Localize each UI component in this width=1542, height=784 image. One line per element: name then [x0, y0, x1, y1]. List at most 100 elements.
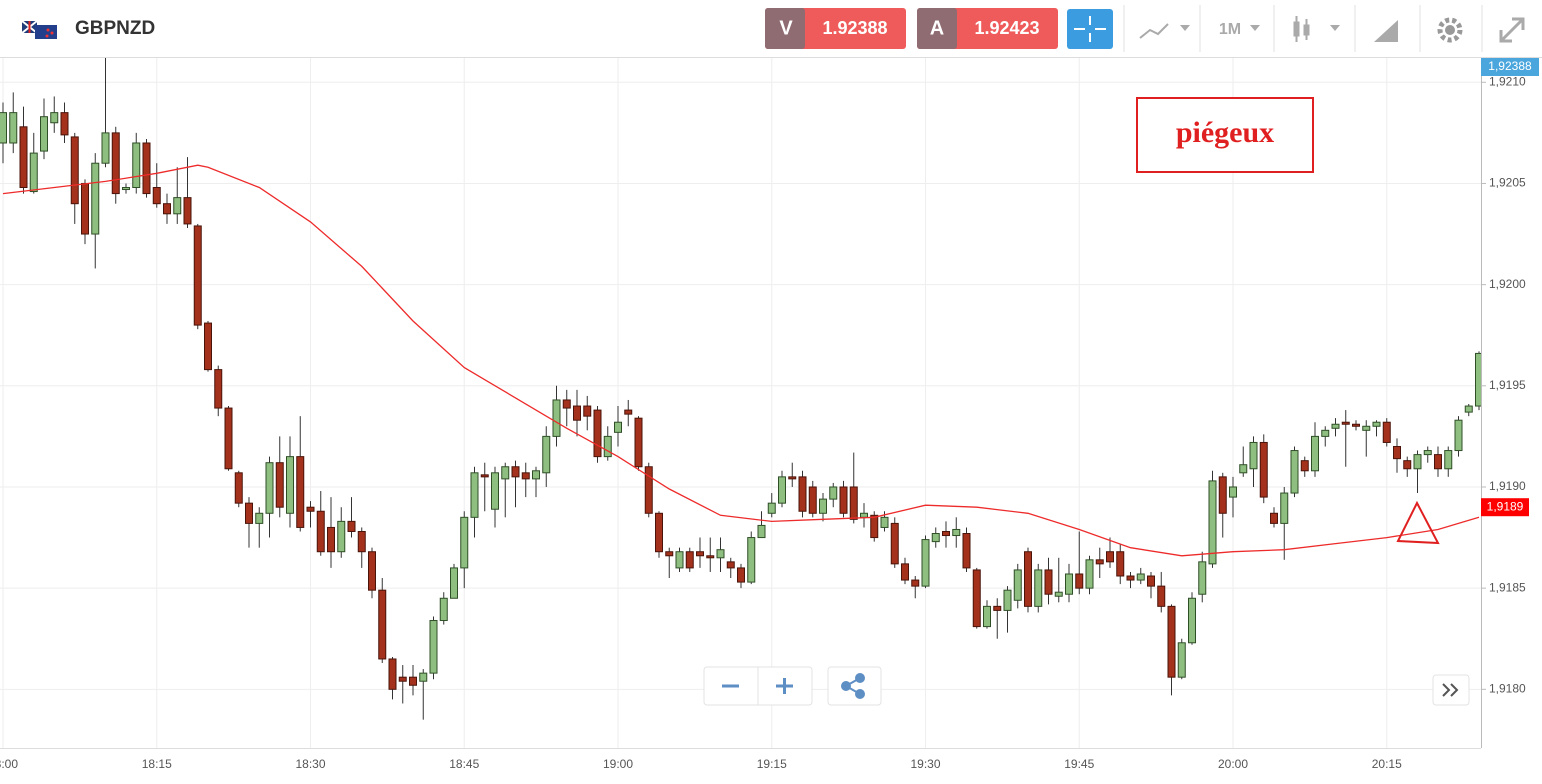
sell-label-box [765, 8, 805, 49]
candle-body [603, 435, 612, 458]
candle-body [470, 472, 479, 518]
candle-body [378, 589, 387, 660]
candle-body [778, 476, 786, 504]
candle-body [40, 116, 48, 152]
candle-body [685, 551, 694, 569]
candle-body [962, 533, 971, 569]
timeframe-button[interactable]: 1M [1219, 21, 1241, 38]
candle-body [450, 567, 458, 599]
candle-body [347, 520, 356, 532]
candle-body [1444, 450, 1453, 470]
candle-body [1044, 569, 1053, 595]
candle-body [152, 187, 161, 205]
drawing-button[interactable] [1374, 20, 1398, 42]
candle-body [1454, 419, 1463, 452]
candle-body [1249, 441, 1258, 470]
candle-body [316, 510, 325, 553]
candle-body [1239, 464, 1248, 474]
candle-body [439, 597, 448, 622]
candle-body [1229, 486, 1237, 498]
annotation: piégeux [1176, 116, 1274, 149]
candle-body [911, 579, 920, 587]
fullscreen-button[interactable] [1499, 17, 1525, 43]
candle-body [19, 126, 28, 189]
candle-body [204, 322, 212, 371]
candle-body [1259, 441, 1268, 498]
candle-body [880, 516, 889, 528]
candle-body [501, 466, 510, 480]
candle-body [275, 462, 284, 508]
candle-body [1300, 460, 1309, 472]
candle-body [429, 620, 438, 674]
candle-body [819, 498, 827, 514]
candle-body [757, 524, 766, 539]
candle-body [1177, 642, 1186, 678]
settings-hub [1445, 25, 1455, 35]
candle-body [942, 530, 950, 537]
candle-body [29, 152, 38, 193]
candle-body [1352, 423, 1360, 427]
candle-body [234, 472, 243, 504]
candle-body [1403, 460, 1412, 470]
candle-body [542, 435, 551, 474]
candle-body [747, 537, 756, 583]
candle-body [1065, 573, 1073, 595]
candle-body [644, 466, 653, 514]
candle-body [1423, 450, 1432, 456]
x-tick-label: 20:15 [1372, 757, 1402, 771]
candle-body [1085, 559, 1094, 589]
settings-button[interactable] [1437, 17, 1463, 43]
candle-body [767, 502, 776, 514]
candle-body [870, 514, 879, 539]
candle-body [532, 470, 540, 480]
last-price-label: 1,92388 [1488, 59, 1532, 73]
candle-body [552, 399, 561, 437]
candle-body [1331, 423, 1340, 429]
candle-body [1290, 450, 1299, 494]
x-tick-label: 20:00 [1218, 757, 1248, 771]
candle-body [624, 409, 633, 415]
crosshair-button[interactable] [1067, 9, 1113, 49]
candle-body [1126, 575, 1135, 581]
zoom-in[interactable] [776, 678, 793, 694]
header-separators [1123, 5, 1483, 52]
candle-body [173, 197, 182, 215]
candle-body [1054, 591, 1063, 597]
candle-body [296, 456, 305, 528]
candle-body [398, 676, 407, 682]
candle-body [583, 405, 592, 417]
y-tick-label: 1,9180 [1489, 681, 1526, 695]
candle-body [419, 672, 428, 682]
crosshair-icon [1074, 16, 1106, 42]
candle-body [716, 549, 725, 559]
candle-body [808, 486, 817, 514]
ma-price-box [1481, 498, 1529, 517]
candle-body [337, 520, 346, 553]
candle-button[interactable] [1293, 16, 1340, 42]
share-button[interactable] [841, 673, 865, 699]
x-tick-label: 18:15 [142, 757, 172, 771]
scroll-end-button[interactable] [1442, 683, 1459, 697]
candle-body [1434, 454, 1442, 470]
candle-body [1475, 352, 1481, 407]
header: GBPNZD V 1.92388 A 1.92423 1M [0, 5, 1542, 58]
candle-body [521, 472, 530, 480]
candle-body [696, 551, 704, 557]
candle-body [306, 506, 315, 512]
candle-body [163, 203, 171, 215]
y-tick-label: 1,9190 [1489, 479, 1526, 493]
candle-body [255, 512, 264, 524]
chart-type-button[interactable] [1139, 23, 1190, 39]
x-tick-label: 18:30 [295, 757, 325, 771]
zoom-controls [703, 666, 1470, 706]
candle-body [931, 533, 940, 543]
candle-body [1188, 597, 1196, 644]
candle-body [573, 405, 581, 421]
scroll-end-box [1432, 674, 1470, 706]
candle-body [634, 417, 643, 468]
candle-body [1464, 405, 1473, 413]
candle-body [1024, 551, 1032, 607]
buy-price: 1.92423 [974, 18, 1039, 38]
candle-body [1034, 569, 1043, 607]
